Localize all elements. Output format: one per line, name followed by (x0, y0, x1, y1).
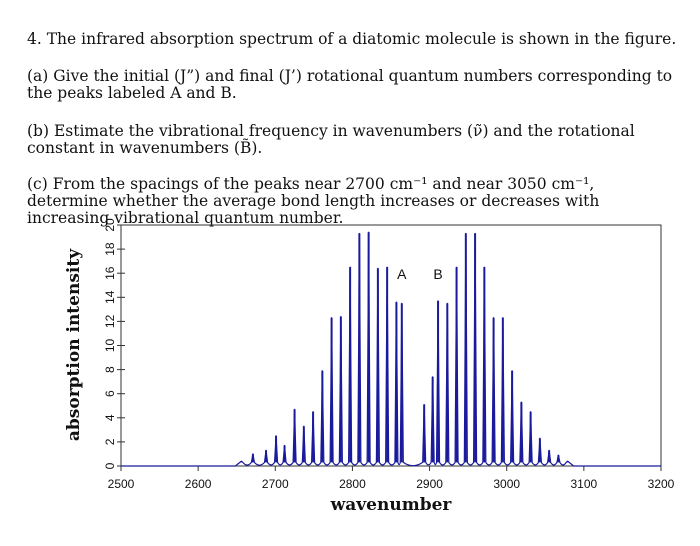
y-tick-label: 8 (103, 366, 117, 373)
y-axis-label: absorption intensity (64, 248, 84, 441)
y-tick-label: 10 (103, 339, 117, 353)
x-tick-label: 3100 (571, 477, 598, 491)
y-tick-label: 16 (103, 266, 117, 280)
spectrum-line (121, 231, 661, 467)
peak-label-b: B (433, 266, 442, 282)
question-part-c: (c) From the spacings of the peaks near … (27, 175, 600, 227)
y-tick-label: 0 (103, 462, 117, 469)
x-tick-label: 3000 (493, 477, 520, 491)
peak-label-a: A (397, 266, 407, 282)
question-title: 4. The infrared absorption spectrum of a… (27, 30, 677, 48)
y-tick-label: 14 (103, 290, 117, 304)
x-tick-label: 2900 (416, 477, 443, 491)
y-tick-label: 2 (103, 438, 117, 445)
y-axis-ticks: 0 2 4 6 8 10 12 14 16 18 20 (103, 218, 125, 469)
plot-frame (120, 224, 662, 467)
y-tick-label: 4 (103, 414, 117, 421)
spectrum-peaks (240, 232, 569, 463)
y-tick-label: 20 (103, 218, 117, 232)
x-axis-label: wavenumber (330, 495, 453, 515)
y-tick-label: 12 (103, 314, 117, 328)
y-tick-label: 18 (103, 242, 117, 256)
y-tick-label: 6 (103, 390, 117, 397)
question-part-a: (a) Give the initial (J”) and final (J’)… (27, 67, 673, 102)
question-part-b: (b) Estimate the vibrational frequency i… (27, 122, 635, 157)
x-tick-label: 2700 (262, 477, 289, 491)
x-tick-label: 2600 (185, 477, 212, 491)
x-tick-label: 3200 (648, 477, 675, 491)
x-tick-label: 2500 (108, 477, 135, 491)
x-tick-label: 2800 (339, 477, 366, 491)
x-axis-ticks: 2500 2600 2700 2800 2900 3000 3100 3200 (108, 466, 675, 491)
